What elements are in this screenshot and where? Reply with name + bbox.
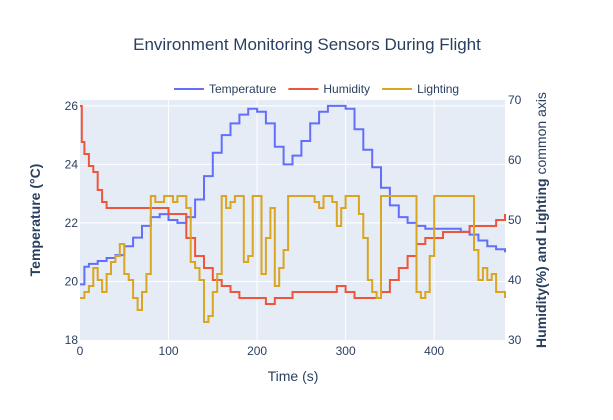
legend-label: Temperature (209, 82, 277, 96)
series-line-humidity (80, 105, 506, 305)
plot-area (80, 100, 505, 340)
y-left-tick-label: 22 (65, 216, 79, 230)
legend-label: Humidity (323, 82, 370, 96)
legend[interactable]: Temperature Humidity Lighting (168, 78, 464, 100)
series-line-temperature (80, 104, 506, 286)
y-left-axis-title: Temperature (°C) (27, 164, 43, 277)
x-tick-label: 400 (424, 344, 444, 358)
tick-labels: 0 100 200 300 400 18 20 22 24 26 30 40 50 60 70 (65, 93, 522, 358)
x-tick-label: 200 (247, 344, 267, 358)
legend-item-humidity[interactable]: Humidity (288, 82, 370, 96)
y-left-tick-label: 26 (65, 99, 79, 113)
y-right-tick-label: 50 (508, 213, 522, 227)
y-left-tick-label: 18 (65, 333, 79, 347)
x-tick-label: 0 (77, 344, 84, 358)
y-right-tick-label: 60 (508, 153, 522, 167)
series-layer (80, 104, 506, 323)
chart-title: Environment Monitoring Sensors During Fl… (133, 35, 481, 54)
x-axis-title: Time (s) (268, 368, 319, 384)
y-right-tick-label: 30 (508, 333, 522, 347)
legend-item-temperature[interactable]: Temperature (174, 82, 277, 96)
legend-item-lighting[interactable]: Lighting (382, 82, 459, 96)
y-right-tick-label: 40 (508, 273, 522, 287)
y-right-tick-label: 70 (508, 93, 522, 107)
y-left-tick-label: 20 (65, 274, 79, 288)
y-right-axis-title: Humidity(%) and Lighting common axis (533, 92, 549, 348)
x-tick-label: 100 (159, 344, 179, 358)
legend-label: Lighting (417, 82, 459, 96)
y-left-tick-label: 24 (65, 157, 79, 171)
series-line-lighting (80, 195, 506, 323)
y-right-axis-title-bold: Humidity(%) and Lighting (533, 178, 549, 348)
y-right-axis-title-normal: common axis (533, 92, 549, 178)
x-tick-label: 300 (336, 344, 356, 358)
